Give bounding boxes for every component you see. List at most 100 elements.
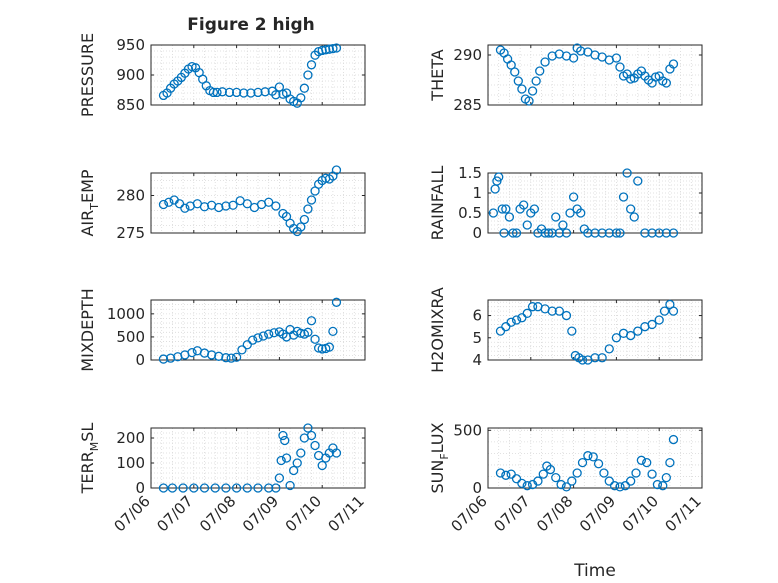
data-point bbox=[609, 481, 620, 491]
data-point bbox=[545, 464, 556, 475]
data-point bbox=[636, 455, 647, 465]
data-point bbox=[604, 228, 614, 238]
data-point bbox=[599, 468, 609, 478]
data-point bbox=[158, 354, 169, 364]
y-axis-label: SUNFLUX bbox=[428, 422, 451, 493]
data-point bbox=[522, 308, 532, 318]
data-point bbox=[303, 70, 313, 80]
data-point bbox=[511, 228, 522, 238]
y-axis-label-part: EMP bbox=[78, 169, 97, 203]
data-point bbox=[631, 468, 641, 478]
data-point bbox=[665, 457, 675, 468]
data-point bbox=[258, 331, 269, 341]
y-axis-label-part: TERR bbox=[78, 451, 97, 494]
data-point bbox=[228, 200, 238, 210]
data-point bbox=[313, 343, 324, 353]
data-point bbox=[522, 220, 532, 230]
y-tick-label: 0 bbox=[135, 479, 145, 497]
y-axis-label-part: SL bbox=[78, 423, 97, 442]
data-point bbox=[668, 306, 679, 316]
data-point bbox=[658, 481, 668, 491]
data-point bbox=[572, 468, 582, 478]
data-point bbox=[531, 76, 541, 86]
y-tick-label: 1000 bbox=[107, 305, 145, 323]
data-point bbox=[506, 469, 516, 479]
data-point bbox=[554, 306, 564, 316]
y-axis-label: MIXDEPTH bbox=[78, 288, 97, 371]
data-point bbox=[561, 228, 572, 238]
data-point bbox=[647, 469, 657, 479]
y-axis-label: TERRMSL bbox=[78, 423, 101, 495]
y-tick-label: 275 bbox=[116, 224, 145, 242]
data-point bbox=[551, 212, 561, 222]
data-point bbox=[654, 315, 664, 325]
data-point bbox=[264, 329, 274, 339]
y-axis-label-subscript: T bbox=[88, 203, 101, 211]
data-point bbox=[214, 351, 224, 361]
data-point bbox=[317, 460, 327, 471]
axes-box bbox=[487, 299, 703, 361]
data-point bbox=[281, 453, 292, 463]
y-axis-label-subscript: M bbox=[88, 442, 101, 452]
data-point bbox=[331, 43, 342, 53]
data-point bbox=[615, 62, 625, 72]
data-point bbox=[567, 476, 577, 486]
data-point bbox=[497, 204, 507, 214]
data-point bbox=[568, 53, 579, 63]
data-point bbox=[331, 165, 342, 175]
data-point bbox=[199, 483, 210, 493]
data-point bbox=[206, 350, 217, 360]
data-point bbox=[615, 482, 625, 492]
data-point bbox=[576, 46, 586, 56]
subplot-mixdepth: 0 500 1000 MIXDEPTH bbox=[78, 288, 366, 372]
data-point bbox=[164, 197, 174, 207]
data-point bbox=[280, 435, 290, 446]
data-point bbox=[226, 353, 236, 363]
data-point bbox=[622, 168, 632, 178]
data-point bbox=[321, 45, 331, 55]
data-point bbox=[668, 228, 679, 238]
data-point bbox=[303, 204, 313, 214]
y-tick-label: 285 bbox=[453, 96, 482, 114]
axes-box bbox=[487, 172, 703, 234]
data-point bbox=[165, 353, 176, 363]
data-point bbox=[611, 53, 622, 63]
data-point bbox=[576, 208, 586, 218]
data-point bbox=[324, 342, 334, 352]
data-point bbox=[180, 203, 190, 213]
y-axis-label: PRESSURE bbox=[78, 33, 97, 117]
data-point bbox=[189, 483, 199, 493]
data-point bbox=[221, 483, 231, 493]
data-point bbox=[158, 199, 169, 210]
data-point bbox=[611, 333, 622, 343]
data-point bbox=[629, 212, 639, 222]
data-point bbox=[306, 430, 317, 441]
data-point bbox=[511, 315, 522, 325]
y-tick-label: 900 bbox=[116, 66, 145, 84]
data-point bbox=[289, 465, 299, 476]
data-point bbox=[661, 78, 671, 88]
data-point bbox=[558, 220, 568, 230]
axes-box bbox=[487, 427, 703, 489]
data-point bbox=[296, 222, 306, 232]
data-point bbox=[654, 228, 664, 238]
data-point bbox=[511, 474, 522, 484]
data-point bbox=[278, 430, 288, 441]
data-point bbox=[620, 481, 630, 491]
data-point bbox=[296, 93, 306, 103]
data-point bbox=[640, 228, 650, 238]
data-point bbox=[239, 88, 249, 98]
data-point bbox=[495, 468, 506, 478]
data-point bbox=[208, 87, 219, 98]
data-point bbox=[626, 476, 636, 486]
data-point bbox=[551, 472, 561, 483]
data-point bbox=[328, 326, 338, 337]
data-point bbox=[647, 319, 657, 330]
data-point bbox=[524, 96, 534, 106]
data-point bbox=[642, 457, 652, 468]
data-point bbox=[547, 228, 557, 238]
y-tick-label: 1 bbox=[472, 184, 482, 202]
data-point bbox=[271, 483, 281, 493]
data-point bbox=[260, 87, 270, 97]
y-axis-label: H2OMIXRA bbox=[428, 287, 447, 373]
